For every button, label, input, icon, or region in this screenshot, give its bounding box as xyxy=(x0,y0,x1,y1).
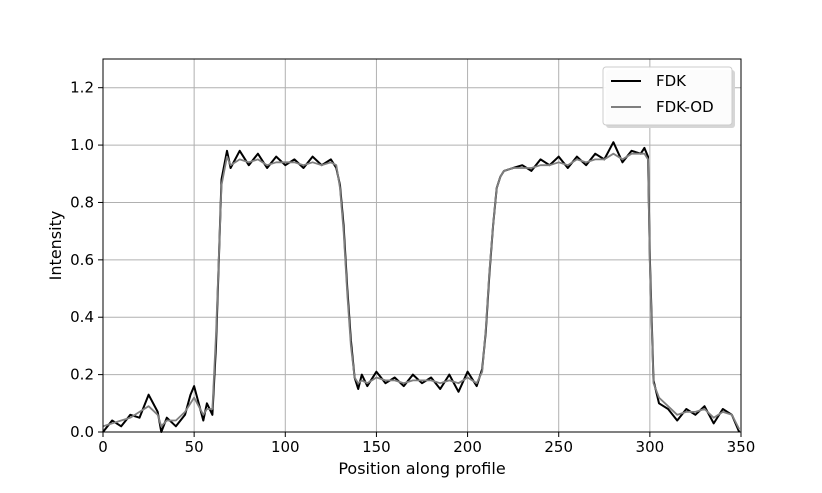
x-tick-label: 150 xyxy=(362,438,391,456)
y-tick-label: 1.0 xyxy=(70,136,94,154)
y-axis-label: Intensity xyxy=(46,211,65,281)
series-layer xyxy=(102,141,741,433)
legend: FDK FDK-OD xyxy=(602,66,735,128)
x-tick-label: 250 xyxy=(544,438,573,456)
series-line-fdk-od xyxy=(102,152,741,430)
plot-frame xyxy=(102,58,742,433)
x-tick-label: 300 xyxy=(636,438,665,456)
y-tick-label: 0.0 xyxy=(70,423,94,441)
x-tick-label: 200 xyxy=(453,438,482,456)
y-tick-label: 0.4 xyxy=(70,308,94,326)
x-tick-label: 50 xyxy=(185,438,204,456)
x-tick-label: 100 xyxy=(271,438,300,456)
x-tick-label: 350 xyxy=(727,438,756,456)
legend-label-fdk: FDK xyxy=(656,72,687,90)
x-axis-label: Position along profile xyxy=(338,459,505,478)
legend-label-fdk-od: FDK-OD xyxy=(656,98,714,116)
y-tick-label: 0.8 xyxy=(70,193,94,211)
x-tick-label: 0 xyxy=(98,438,108,456)
y-tick-label: 0.2 xyxy=(70,366,94,384)
y-tick-label: 0.6 xyxy=(70,251,94,269)
y-tick-label: 1.2 xyxy=(70,79,94,97)
axis-ticks: 0 50 100 150 200 250 300 350 0.0 0.2 0.4 0.6 0.8 1.0 1… xyxy=(70,79,755,456)
